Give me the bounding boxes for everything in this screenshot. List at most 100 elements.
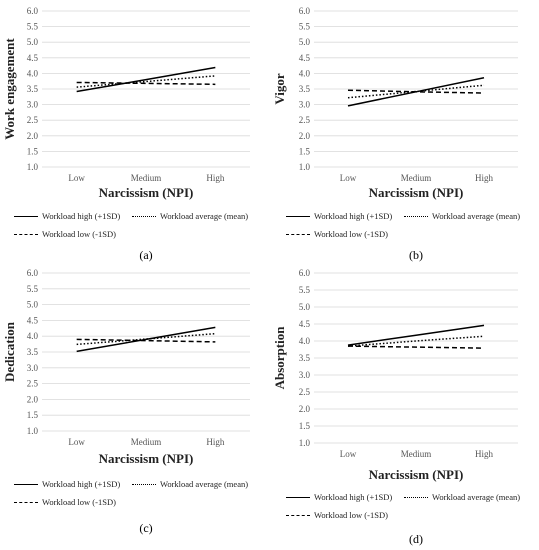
chart-panel-d: 1.0 1.5 2.0 2.5 3.0 3.5 4.0 4.5 5.0 5.5 6.0 Low Medi…: [272, 266, 539, 550]
y-tick-label: 5.0: [27, 300, 39, 310]
figure-caption: (a): [139, 248, 153, 262]
legend: Workload high (+1SD) Workload average (me…: [286, 492, 539, 528]
legend-swatch: [14, 483, 38, 485]
y-tick-label: 6.0: [27, 268, 39, 278]
y-tick-label: 2.5: [299, 387, 311, 397]
legend-label: Workload average (mean): [160, 211, 249, 221]
chart-panel-c: 1.0 1.5 2.0 2.5 3.0 3.5 4.0 4.5 5.0 5.5 6.0 Low Medi…: [0, 266, 270, 550]
x-tick-label: High: [475, 173, 494, 183]
y-tick-label: 1.5: [27, 410, 39, 420]
legend-item: Workload high (+1SD): [286, 211, 392, 221]
legend: Workload high (+1SD) Workload average (me…: [14, 479, 270, 515]
series-line-dashed: [347, 89, 485, 94]
y-tick-label: 5.5: [299, 22, 311, 32]
y-tick-label: 3.0: [299, 370, 311, 380]
y-axis-label: Vigor: [272, 73, 287, 105]
legend-swatch: [14, 233, 38, 235]
x-tick-label: Medium: [401, 449, 432, 459]
y-tick-label: 3.0: [27, 363, 39, 373]
y-tick-label: 5.0: [299, 302, 311, 312]
x-tick-label: Medium: [401, 173, 432, 183]
y-axis-label: Work engagement: [2, 38, 17, 140]
legend-item: Workload average (mean): [132, 479, 248, 489]
y-tick-label: 3.0: [299, 100, 311, 110]
y-tick-label: 4.5: [299, 319, 311, 329]
x-tick-label: Low: [340, 449, 357, 459]
x-axis-label: Narcissism (NPI): [99, 451, 194, 466]
series-line-dashed: [76, 338, 216, 343]
y-tick-label: 5.0: [299, 37, 311, 47]
legend-swatch: [404, 215, 428, 217]
y-tick-label: 4.0: [299, 336, 311, 346]
legend-swatch: [286, 496, 310, 498]
legend-item: Workload high (+1SD): [14, 479, 120, 489]
y-tick-label: 4.5: [27, 53, 39, 63]
y-tick-label: 2.0: [27, 131, 39, 141]
y-tick-label: 1.0: [27, 162, 39, 172]
y-tick-label: 3.5: [27, 347, 39, 357]
y-tick-label: 1.5: [299, 146, 311, 156]
legend-label: Workload high (+1SD): [42, 479, 121, 489]
legend-item: Workload low (-1SD): [14, 497, 116, 507]
legend-item: Workload low (-1SD): [286, 229, 388, 239]
x-axis-label: Narcissism (NPI): [369, 467, 464, 482]
legend-label: Workload average (mean): [160, 479, 249, 489]
figure-caption: (d): [409, 532, 423, 546]
legend: Workload high (+1SD) Workload average (me…: [14, 211, 270, 247]
chart-panel-a: 1.0 1.5 2.0 2.5 3.0 3.5 4.0 4.5 5.0 5.5 6.0 Low Medi…: [0, 0, 270, 270]
chart-panel-b: 1.0 1.5 2.0 2.5 3.0 3.5 4.0 4.5 5.0 5.5 6.0 Low Medi…: [272, 0, 539, 270]
y-tick-label: 4.5: [299, 53, 311, 63]
series-line-dashed: [76, 81, 216, 86]
y-tick-label: 5.5: [27, 22, 39, 32]
x-tick-label: Low: [68, 173, 85, 183]
y-tick-label: 5.0: [27, 37, 39, 47]
legend-swatch: [132, 215, 156, 217]
legend-label: Workload high (+1SD): [314, 492, 393, 502]
chart-svg: 1.0 1.5 2.0 2.5 3.0 3.5 4.0 4.5 5.0 5.5 6.0 Low Medi…: [2, 268, 250, 466]
y-tick-label: 2.5: [299, 115, 311, 125]
series-line-dotted: [76, 75, 216, 88]
y-tick-label: 1.5: [27, 146, 39, 156]
legend: Workload high (+1SD) Workload average (me…: [286, 211, 539, 247]
legend-item: Workload average (mean): [132, 211, 248, 221]
legend-item: Workload low (-1SD): [286, 510, 388, 520]
legend-label: Workload low (-1SD): [314, 229, 388, 239]
y-tick-label: 5.5: [27, 284, 39, 294]
y-tick-label: 2.5: [27, 379, 39, 389]
figure-caption: (c): [139, 521, 153, 535]
y-tick-label: 4.5: [27, 315, 39, 325]
figure-caption: (b): [409, 248, 423, 262]
y-tick-label: 3.5: [27, 84, 39, 94]
x-tick-label: Low: [340, 173, 357, 183]
legend-label: Workload average (mean): [432, 211, 521, 221]
x-tick-label: High: [206, 173, 225, 183]
y-tick-label: 3.0: [27, 100, 39, 110]
chart-svg: 1.0 1.5 2.0 2.5 3.0 3.5 4.0 4.5 5.0 5.5 6.0 Low Medi…: [272, 6, 518, 200]
y-tick-label: 4.0: [27, 68, 39, 78]
x-tick-label: High: [206, 437, 225, 447]
x-axis-label: Narcissism (NPI): [369, 185, 464, 200]
y-tick-label: 2.0: [299, 131, 311, 141]
legend-swatch: [286, 514, 310, 516]
legend-swatch: [14, 501, 38, 503]
series-line-solid: [76, 326, 216, 353]
y-tick-label: 6.0: [299, 268, 311, 278]
legend-swatch: [286, 233, 310, 235]
legend-label: Workload high (+1SD): [42, 211, 121, 221]
y-axis-label: Dedication: [2, 321, 17, 382]
legend-item: Workload average (mean): [404, 492, 520, 502]
legend-item: Workload high (+1SD): [286, 492, 392, 502]
y-tick-label: 6.0: [27, 6, 39, 16]
y-tick-label: 4.0: [27, 331, 39, 341]
x-tick-label: High: [475, 449, 494, 459]
chart-svg: 1.0 1.5 2.0 2.5 3.0 3.5 4.0 4.5 5.0 5.5 6.0 Low Medi…: [2, 6, 250, 200]
legend-label: Workload low (-1SD): [42, 229, 116, 239]
y-tick-label: 5.5: [299, 285, 311, 295]
legend-item: Workload low (-1SD): [14, 229, 116, 239]
legend-label: Workload low (-1SD): [42, 497, 116, 507]
y-tick-label: 1.0: [27, 426, 39, 436]
y-tick-label: 2.0: [299, 404, 311, 414]
series-line-dashed: [347, 345, 485, 349]
y-tick-label: 3.5: [299, 84, 311, 94]
legend-swatch: [286, 215, 310, 217]
